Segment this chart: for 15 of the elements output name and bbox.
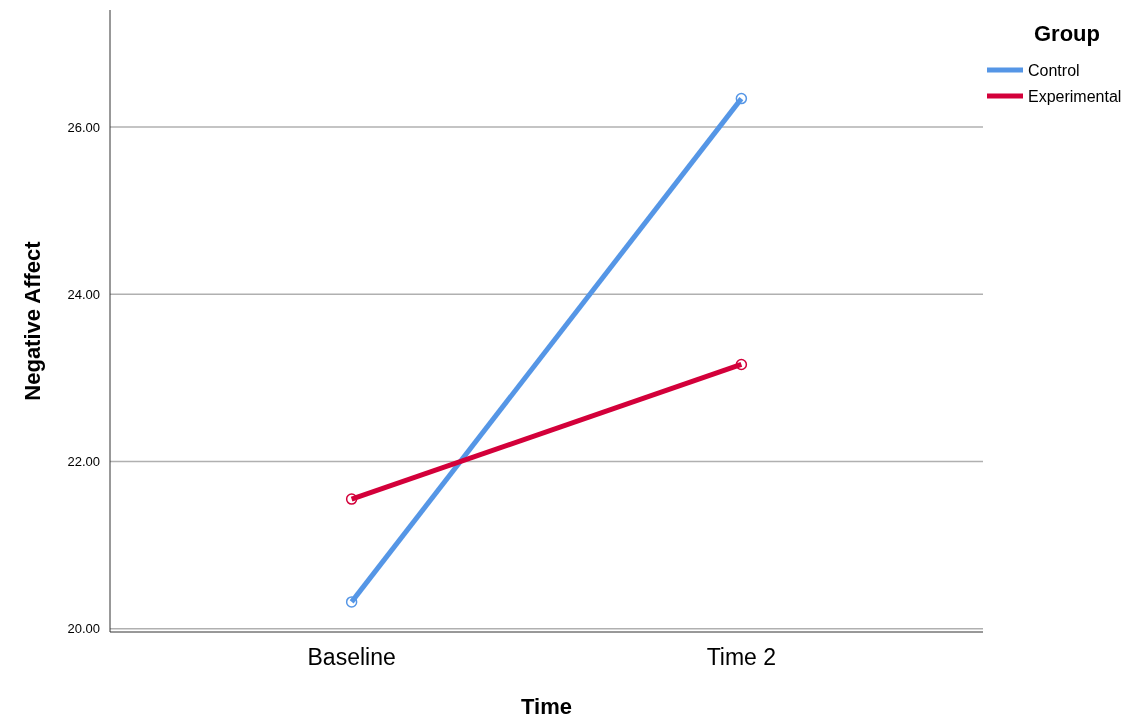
legend-label: Control [1028, 61, 1080, 79]
legend-label: Experimental [1028, 87, 1122, 105]
y-tick-label: 26.00 [67, 119, 100, 135]
y-tick-label: 20.00 [67, 621, 100, 637]
point [345, 596, 358, 608]
y-axis-title: Negative Affect [20, 240, 45, 401]
point [735, 92, 748, 105]
x-tick-label: Time 2 [706, 644, 777, 670]
legend-title: Group [1034, 21, 1100, 46]
point [735, 358, 748, 371]
x-tick-label: Baseline [307, 644, 396, 670]
x-axis-title: Time [521, 694, 572, 717]
y-tick-label: 24.00 [67, 286, 100, 302]
y-tick-label: 22.00 [67, 454, 100, 469]
point [345, 493, 358, 505]
